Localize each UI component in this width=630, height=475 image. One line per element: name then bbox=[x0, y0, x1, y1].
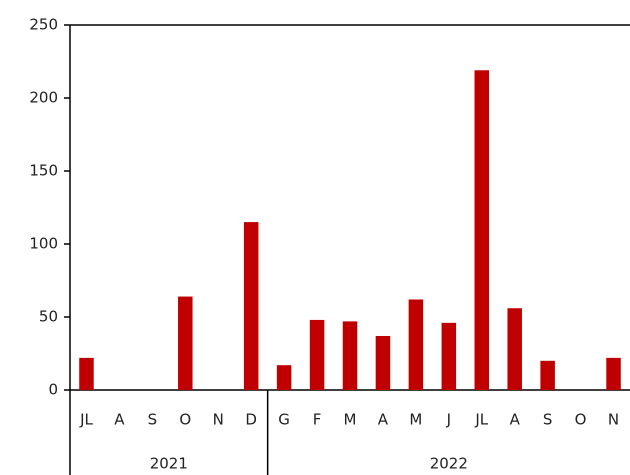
x-tick-label: A bbox=[378, 411, 389, 429]
bar bbox=[441, 322, 457, 390]
bar bbox=[276, 365, 292, 390]
y-tick-label: 250 bbox=[29, 16, 58, 34]
bar bbox=[342, 321, 358, 390]
bar bbox=[474, 70, 490, 390]
x-tick-label: JL bbox=[474, 411, 488, 429]
x-tick-label: O bbox=[179, 411, 191, 429]
bar bbox=[507, 308, 522, 390]
bar bbox=[243, 222, 259, 390]
x-tick-label: F bbox=[313, 411, 322, 429]
x-tick-label: J bbox=[446, 411, 451, 429]
x-tick-label: S bbox=[543, 411, 553, 429]
year-label: 2021 bbox=[150, 455, 188, 473]
x-tick-label: G bbox=[278, 411, 290, 429]
year-label: 2022 bbox=[430, 455, 468, 473]
bar bbox=[178, 296, 193, 390]
x-tick-label: A bbox=[114, 411, 125, 429]
bar bbox=[540, 360, 555, 390]
x-tick-label: M bbox=[409, 411, 422, 429]
x-tick-label: N bbox=[608, 411, 619, 429]
y-tick-label: 0 bbox=[48, 381, 58, 399]
x-tick-label: M bbox=[344, 411, 357, 429]
x-tick-label: JL bbox=[79, 411, 93, 429]
y-tick-label: 50 bbox=[39, 308, 58, 326]
bar bbox=[408, 299, 424, 390]
x-tick-label: O bbox=[575, 411, 587, 429]
y-tick-label: 100 bbox=[29, 235, 58, 253]
bar bbox=[375, 335, 391, 390]
bar bbox=[309, 319, 325, 390]
y-tick-label: 150 bbox=[29, 162, 58, 180]
x-tick-label: A bbox=[510, 411, 521, 429]
x-tick-label: N bbox=[213, 411, 224, 429]
x-tick-label: D bbox=[245, 411, 257, 429]
bar bbox=[79, 357, 94, 390]
bar bbox=[606, 357, 621, 390]
x-tick-label: S bbox=[148, 411, 158, 429]
y-tick-label: 200 bbox=[29, 89, 58, 107]
